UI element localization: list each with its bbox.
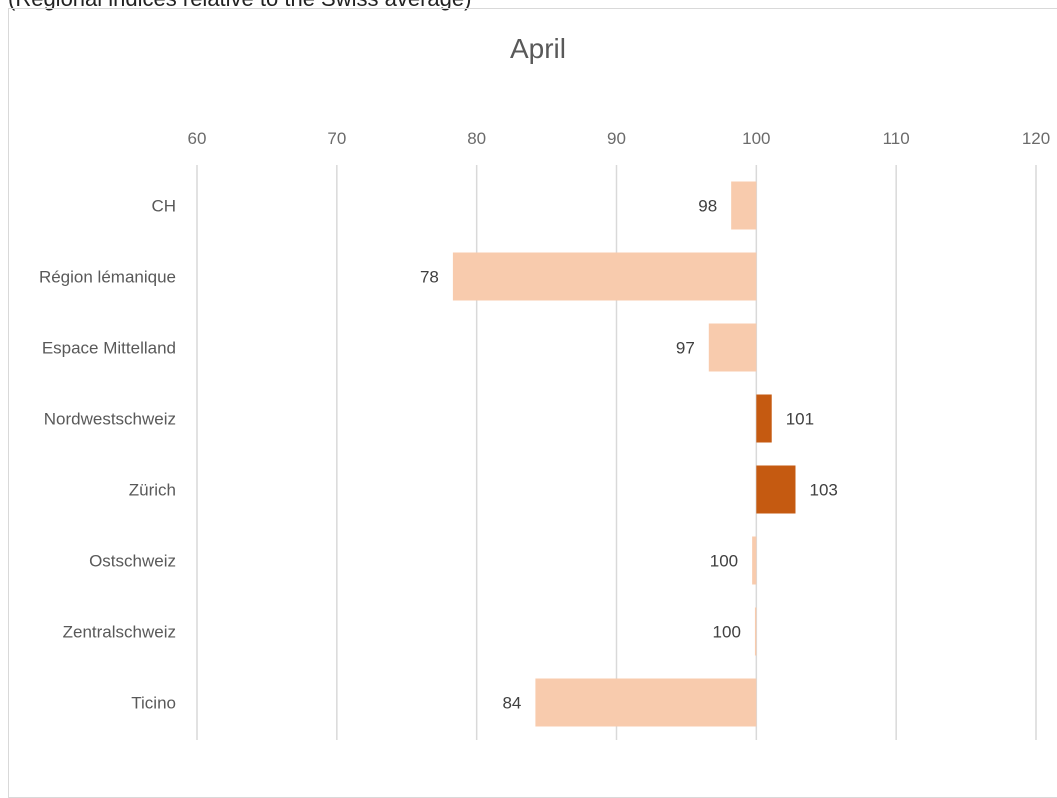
bar: [756, 394, 772, 443]
chart-title: April: [510, 33, 566, 64]
x-tick-label: 110: [883, 129, 910, 148]
x-tick-label: 100: [742, 129, 770, 148]
gridlines: [196, 165, 1037, 740]
category-label: Ticino: [131, 694, 176, 713]
x-tick-label: 120: [1022, 129, 1050, 148]
bars: [452, 181, 796, 727]
category-label: Espace Mittelland: [42, 339, 176, 358]
category-label: Zentralschweiz: [63, 623, 176, 642]
data-label: 100: [713, 623, 741, 642]
clipped-header-text: (Regional indices relative to the Swiss …: [8, 0, 471, 10]
category-label: Nordwestschweiz: [44, 410, 176, 429]
x-tick-label: 80: [467, 129, 486, 148]
data-labels: 98 78 97 101 103 100 100 84: [420, 197, 838, 713]
bar: [756, 465, 796, 514]
bar: [731, 181, 757, 230]
x-tick-label: 90: [607, 129, 626, 148]
x-tick-label: 60: [188, 129, 207, 148]
data-label: 103: [809, 481, 837, 500]
category-label: CH: [151, 197, 176, 216]
data-label: 101: [786, 410, 814, 429]
bar: [752, 536, 757, 585]
data-label: 78: [420, 268, 439, 287]
category-labels: CH Région lémanique Espace Mittelland Nordw…: [39, 197, 176, 713]
bar: [535, 678, 757, 727]
bar: [452, 252, 757, 301]
data-label: 97: [676, 339, 695, 358]
category-label: Région lémanique: [39, 268, 176, 287]
data-label: 98: [698, 197, 717, 216]
category-label: Zürich: [129, 481, 176, 500]
category-label: Ostschweiz: [89, 552, 176, 571]
x-tick-label: 70: [327, 129, 346, 148]
data-label: 100: [710, 552, 738, 571]
x-axis-ticks: 60 70 80 90 100 110 120: [188, 129, 1051, 148]
bar: [708, 323, 757, 372]
data-label: 84: [502, 694, 521, 713]
bar: [754, 607, 757, 656]
